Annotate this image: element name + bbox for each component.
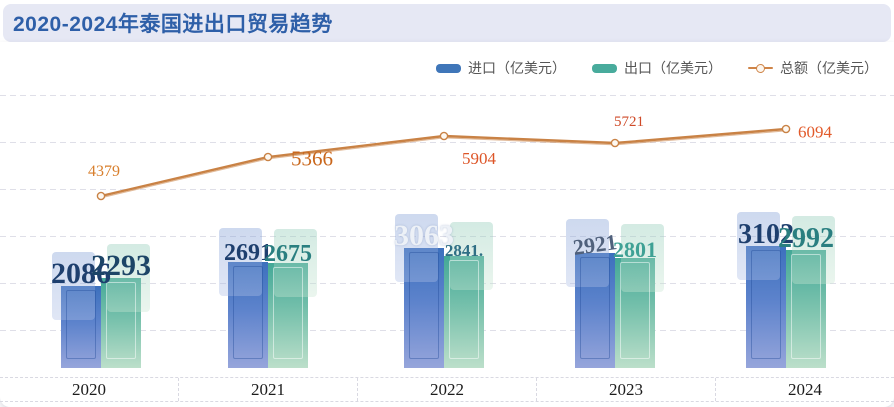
total-value-label-2024: 6094 [798, 122, 832, 142]
line-dot-icon [748, 63, 773, 73]
bar-inner-outline [580, 257, 610, 359]
plot-area: 2086 2293 2691 2675 3063 2841. 2921 2801 3102 299… [0, 42, 894, 407]
chart-header: 2020-2024年泰国进出口贸易趋势 [3, 4, 891, 42]
bar-import-2024[interactable] [737, 212, 786, 368]
import-value-label-2020: 2086 [51, 257, 111, 290]
import-value-label-2022: 3063 [394, 219, 454, 252]
legend-item-export[interactable]: 出口（亿美元） [592, 58, 722, 78]
x-axis-cell-2023: 2023 [536, 378, 715, 401]
bar-import-2021[interactable] [219, 228, 268, 368]
import-value-label-2021: 2691 [224, 240, 272, 266]
total-line [100, 130, 787, 199]
bar-inner-outline [233, 266, 263, 359]
import-value-label-2023: 2921 [571, 229, 619, 260]
export-bar-swatch-icon [592, 63, 617, 73]
x-axis-label: 2023 [609, 379, 643, 399]
legend-item-import[interactable]: 进口（亿美元） [436, 58, 566, 78]
x-axis-cell-2021: 2021 [178, 378, 357, 401]
total-value-label-2023: 5721 [614, 114, 644, 130]
bar-export-2020[interactable] [101, 244, 150, 368]
bar-export-2022[interactable] [444, 222, 493, 368]
gridline [0, 142, 894, 143]
bar-inner-outline [751, 250, 781, 359]
total-point-2021[interactable] [263, 152, 273, 162]
x-axis-label: 2020 [72, 379, 106, 399]
import-value-label-2024: 3102 [738, 219, 794, 250]
bar-inner-outline [791, 254, 821, 359]
x-axis-cell-2024: 2024 [715, 378, 894, 401]
export-value-label-2023: 2801 [613, 237, 657, 262]
bar-export-2023[interactable] [615, 224, 664, 368]
import-bar-swatch-icon [436, 63, 461, 73]
total-value-label-2022: 5904 [462, 149, 496, 168]
export-value-label-2024: 2992 [778, 223, 834, 254]
x-axis-label: 2021 [251, 379, 285, 399]
total-value-label-2021: 5366 [291, 146, 333, 171]
total-point-2020[interactable] [96, 191, 106, 201]
chart-panel: 进口（亿美元） 出口（亿美元） 总额（亿美元） 2086 2293 2691 2675… [0, 42, 894, 407]
bar-inner-outline [449, 260, 479, 359]
gridline [0, 189, 894, 190]
export-value-label-2021: 2675 [264, 241, 312, 267]
x-axis: 2020 2021 2022 2023 2024 [0, 377, 894, 402]
legend-label-export: 出口（亿美元） [624, 60, 722, 76]
total-line-chart [96, 124, 791, 201]
x-axis-cell-2022: 2022 [357, 378, 536, 401]
total-value-label-2020: 4379 [88, 163, 120, 180]
legend-item-total[interactable]: 总额（亿美元） [748, 58, 878, 78]
bar-inner-outline [106, 282, 136, 359]
gridline [0, 95, 894, 96]
x-axis-cell-2020: 2020 [0, 378, 178, 401]
bar-export-2024[interactable] [786, 216, 835, 368]
x-axis-label: 2024 [788, 379, 822, 399]
export-value-label-2022: 2841. [444, 241, 484, 260]
bar-import-2023[interactable] [566, 219, 615, 368]
total-point-2023[interactable] [610, 138, 620, 148]
total-point-2024[interactable] [781, 124, 791, 134]
legend-label-total: 总额（亿美元） [780, 60, 878, 76]
total-point-2022[interactable] [439, 131, 449, 141]
legend-label-import: 进口（亿美元） [468, 60, 566, 76]
bar-import-2020[interactable] [52, 252, 101, 368]
bar-inner-outline [409, 252, 439, 359]
x-axis-label: 2022 [430, 379, 464, 399]
bar-import-2022[interactable] [395, 214, 444, 368]
export-value-label-2020: 2293 [91, 249, 151, 282]
page-title: 2020-2024年泰国进出口贸易趋势 [13, 13, 333, 36]
bar-inner-outline [273, 267, 303, 359]
gridline [0, 236, 894, 237]
bar-export-2021[interactable] [268, 229, 317, 368]
legend: 进口（亿美元） 出口（亿美元） 总额（亿美元） [436, 58, 878, 78]
bar-inner-outline [66, 290, 96, 359]
bar-inner-outline [620, 262, 650, 359]
